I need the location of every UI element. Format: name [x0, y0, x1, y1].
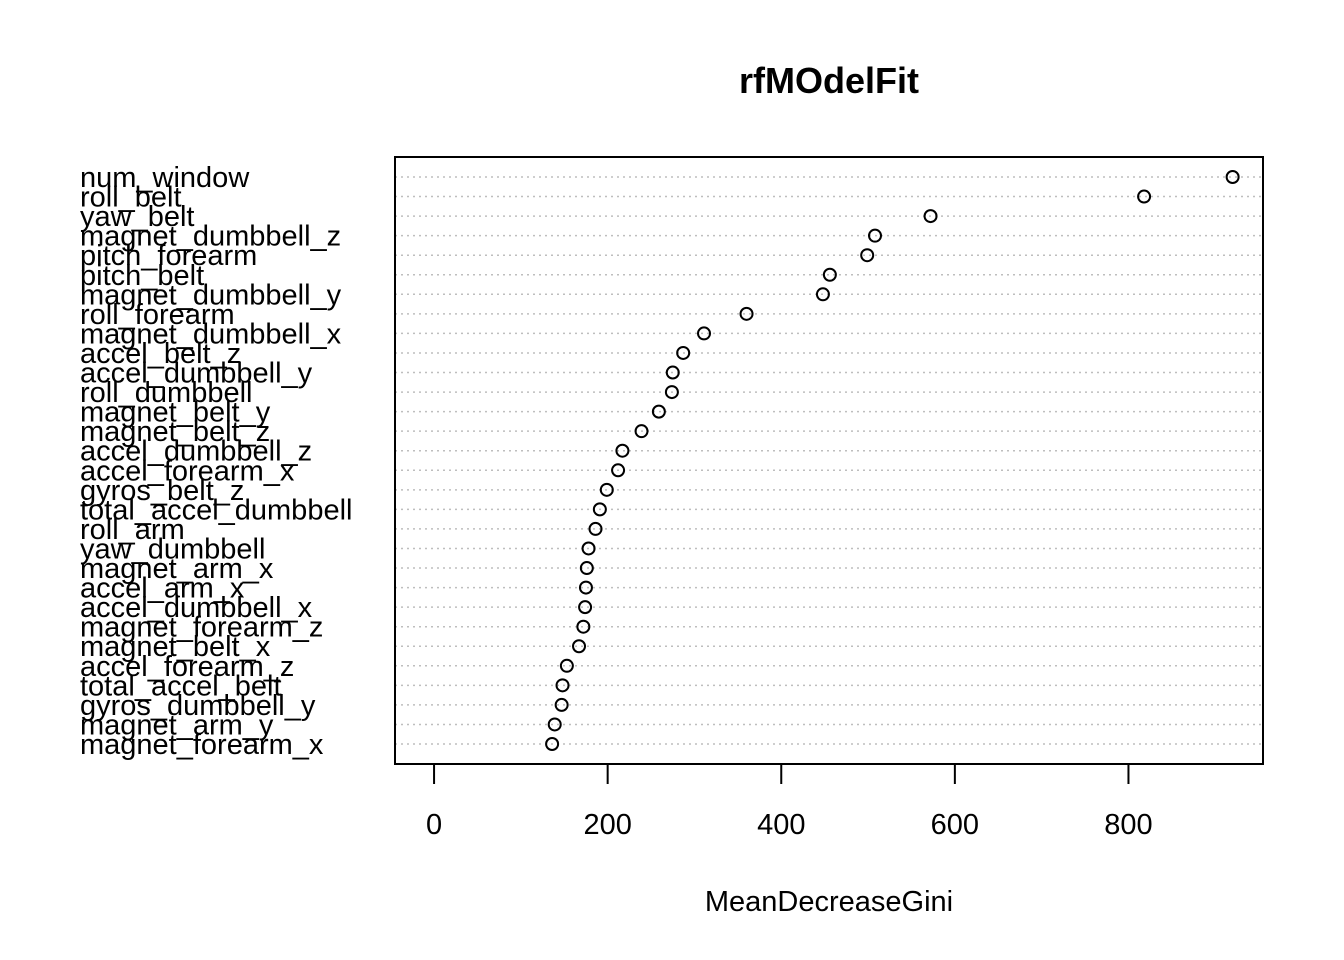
x-tick-label: 800	[1104, 809, 1152, 841]
label-pitch-forearm: pitch_forearm	[80, 240, 257, 272]
point-magnet-forearm-z	[576, 619, 591, 634]
label-gyros-dumbbell-y: gyros_dumbbell_y	[80, 690, 316, 722]
point-pitch-forearm	[860, 248, 875, 263]
point-magnet-belt-y	[651, 404, 666, 419]
point-accel-forearm-x	[611, 463, 626, 478]
point-total-accel-belt	[555, 678, 570, 693]
label-pitch-belt: pitch_belt	[80, 260, 204, 292]
label-magnet-dumbbell-z: magnet_dumbbell_z	[80, 221, 341, 253]
label-accel-dumbbell-z: accel_dumbbell_z	[80, 436, 312, 468]
point-accel-belt-z	[676, 345, 691, 360]
chart-title: rfMOdelFit	[739, 60, 919, 101]
point-magnet-arm-y	[547, 717, 562, 732]
x-tick-label: 600	[931, 809, 979, 841]
x-axis: 0 200 400 600 800	[426, 763, 1153, 841]
data-points	[545, 170, 1240, 751]
label-roll-dumbbell: roll_dumbbell	[80, 377, 253, 409]
point-magnet-arm-x	[579, 561, 594, 576]
point-roll-belt	[1137, 189, 1152, 204]
point-gyros-belt-z	[599, 482, 614, 497]
label-accel-dumbbell-y: accel_dumbbell_y	[80, 358, 313, 390]
label-accel-belt-z: accel_belt_z	[80, 338, 241, 370]
label-roll-forearm: roll_forearm	[80, 299, 235, 331]
label-num-window: num_window	[80, 162, 250, 194]
point-magnet-belt-x	[572, 639, 587, 654]
label-roll-belt: roll_belt	[80, 182, 182, 214]
x-tick-label: 400	[757, 809, 805, 841]
point-accel-forearm-z	[559, 658, 574, 673]
label-magnet-arm-y: magnet_arm_y	[80, 709, 274, 741]
x-tick-label: 200	[583, 809, 631, 841]
point-accel-dumbbell-y	[665, 365, 680, 380]
label-accel-forearm-x: accel_forearm_x	[80, 455, 295, 487]
point-magnet-dumbbell-z	[868, 228, 883, 243]
label-magnet-belt-x: magnet_belt_x	[80, 631, 271, 663]
label-total-accel-dumbbell: total_accel_dumbbell	[80, 494, 352, 526]
point-roll-forearm	[739, 306, 754, 321]
label-total-accel-belt: total_accel_belt	[80, 670, 282, 702]
x-axis-title: MeanDecreaseGini	[705, 886, 953, 918]
label-magnet-forearm-x: magnet_forearm_x	[80, 729, 324, 761]
label-magnet-dumbbell-y: magnet_dumbbell_y	[80, 279, 342, 311]
label-accel-dumbbell-x: accel_dumbbell_x	[80, 592, 313, 624]
point-yaw-belt	[923, 209, 938, 224]
point-roll-dumbbell	[664, 385, 679, 400]
label-magnet-forearm-z: magnet_forearm_z	[80, 612, 323, 644]
label-accel-arm-x: accel_arm_x	[80, 573, 245, 605]
point-magnet-dumbbell-x	[697, 326, 712, 341]
label-yaw-dumbbell: yaw_dumbbell	[80, 533, 265, 565]
point-pitch-belt	[822, 267, 837, 282]
point-accel-arm-x	[578, 580, 593, 595]
label-gyros-belt-z: gyros_belt_z	[80, 475, 244, 507]
plot-frame	[394, 156, 1264, 765]
variable-labels: num_windowroll_beltyaw_beltmagnet_dumbbe…	[80, 162, 352, 761]
point-yaw-dumbbell	[581, 541, 596, 556]
label-roll-arm: roll_arm	[80, 514, 185, 546]
label-magnet-belt-z: magnet_belt_z	[80, 416, 270, 448]
point-num-window	[1225, 170, 1240, 184]
point-magnet-dumbbell-y	[815, 287, 830, 302]
point-roll-arm	[588, 521, 603, 536]
point-magnet-forearm-x	[545, 737, 560, 751]
label-magnet-arm-x: magnet_arm_x	[80, 553, 274, 585]
x-tick-label: 0	[426, 809, 442, 841]
label-accel-forearm-z: accel_forearm_z	[80, 651, 294, 683]
point-accel-dumbbell-z	[615, 443, 630, 458]
gridlines	[395, 176, 1263, 745]
point-magnet-belt-z	[634, 424, 649, 439]
label-magnet-dumbbell-x: magnet_dumbbell_x	[80, 318, 342, 350]
point-total-accel-dumbbell	[592, 502, 607, 517]
label-magnet-belt-y: magnet_belt_y	[80, 397, 271, 429]
point-gyros-dumbbell-y	[554, 697, 569, 712]
label-yaw-belt: yaw_belt	[80, 201, 194, 233]
point-accel-dumbbell-x	[578, 600, 593, 615]
